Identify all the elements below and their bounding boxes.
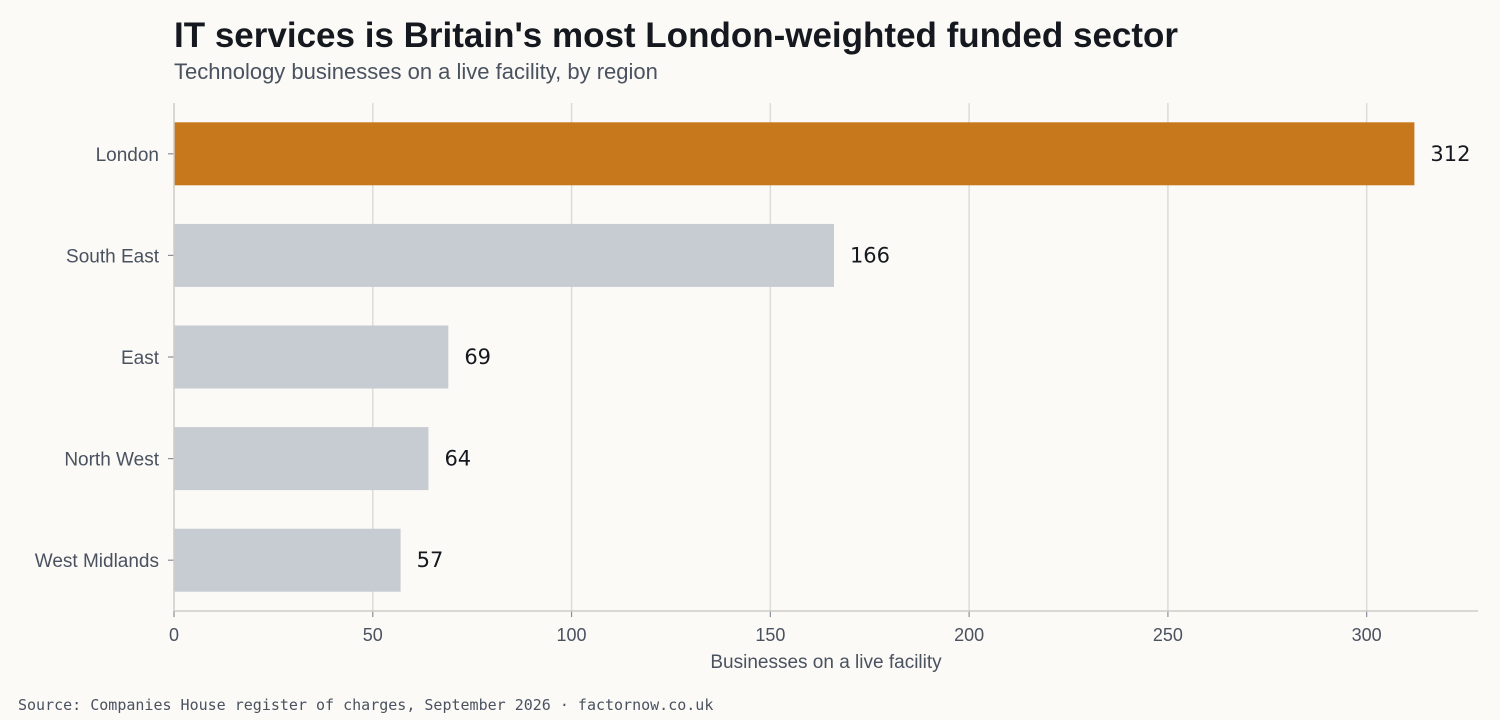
category-label: South East — [66, 246, 160, 267]
category-label: West Midlands — [35, 551, 159, 572]
chart-subtitle: Technology businesses on a live facility… — [174, 59, 658, 84]
bars — [174, 122, 1415, 592]
value-label: 312 — [1430, 142, 1470, 166]
x-axis-title: Businesses on a live facility — [710, 652, 942, 673]
x-tick-label: 250 — [1153, 625, 1183, 645]
axes — [168, 103, 1478, 617]
bar — [174, 223, 834, 287]
bar — [174, 122, 1415, 186]
value-label: 64 — [444, 447, 471, 471]
chart-title: IT services is Britain's most London-wei… — [174, 16, 1179, 55]
bar — [174, 427, 429, 491]
value-label: 69 — [464, 345, 491, 369]
category-label: London — [96, 145, 159, 166]
x-tick-label: 50 — [363, 625, 383, 645]
x-tick-label: 200 — [954, 625, 984, 645]
labels: 0 50 100 150 200 250 300 London 312 South East 166… — [35, 142, 1471, 645]
x-tick-label: 100 — [557, 625, 587, 645]
x-tick-label: 300 — [1352, 625, 1382, 645]
value-label: 57 — [417, 548, 444, 572]
x-tick-label: 0 — [169, 625, 179, 645]
x-tick-label: 150 — [755, 625, 785, 645]
bar — [174, 325, 449, 389]
source-note: Source: Companies House register of char… — [18, 696, 714, 714]
bar — [174, 528, 401, 592]
value-label: 166 — [850, 243, 890, 267]
category-label: North West — [64, 450, 159, 471]
category-label: East — [121, 348, 160, 369]
